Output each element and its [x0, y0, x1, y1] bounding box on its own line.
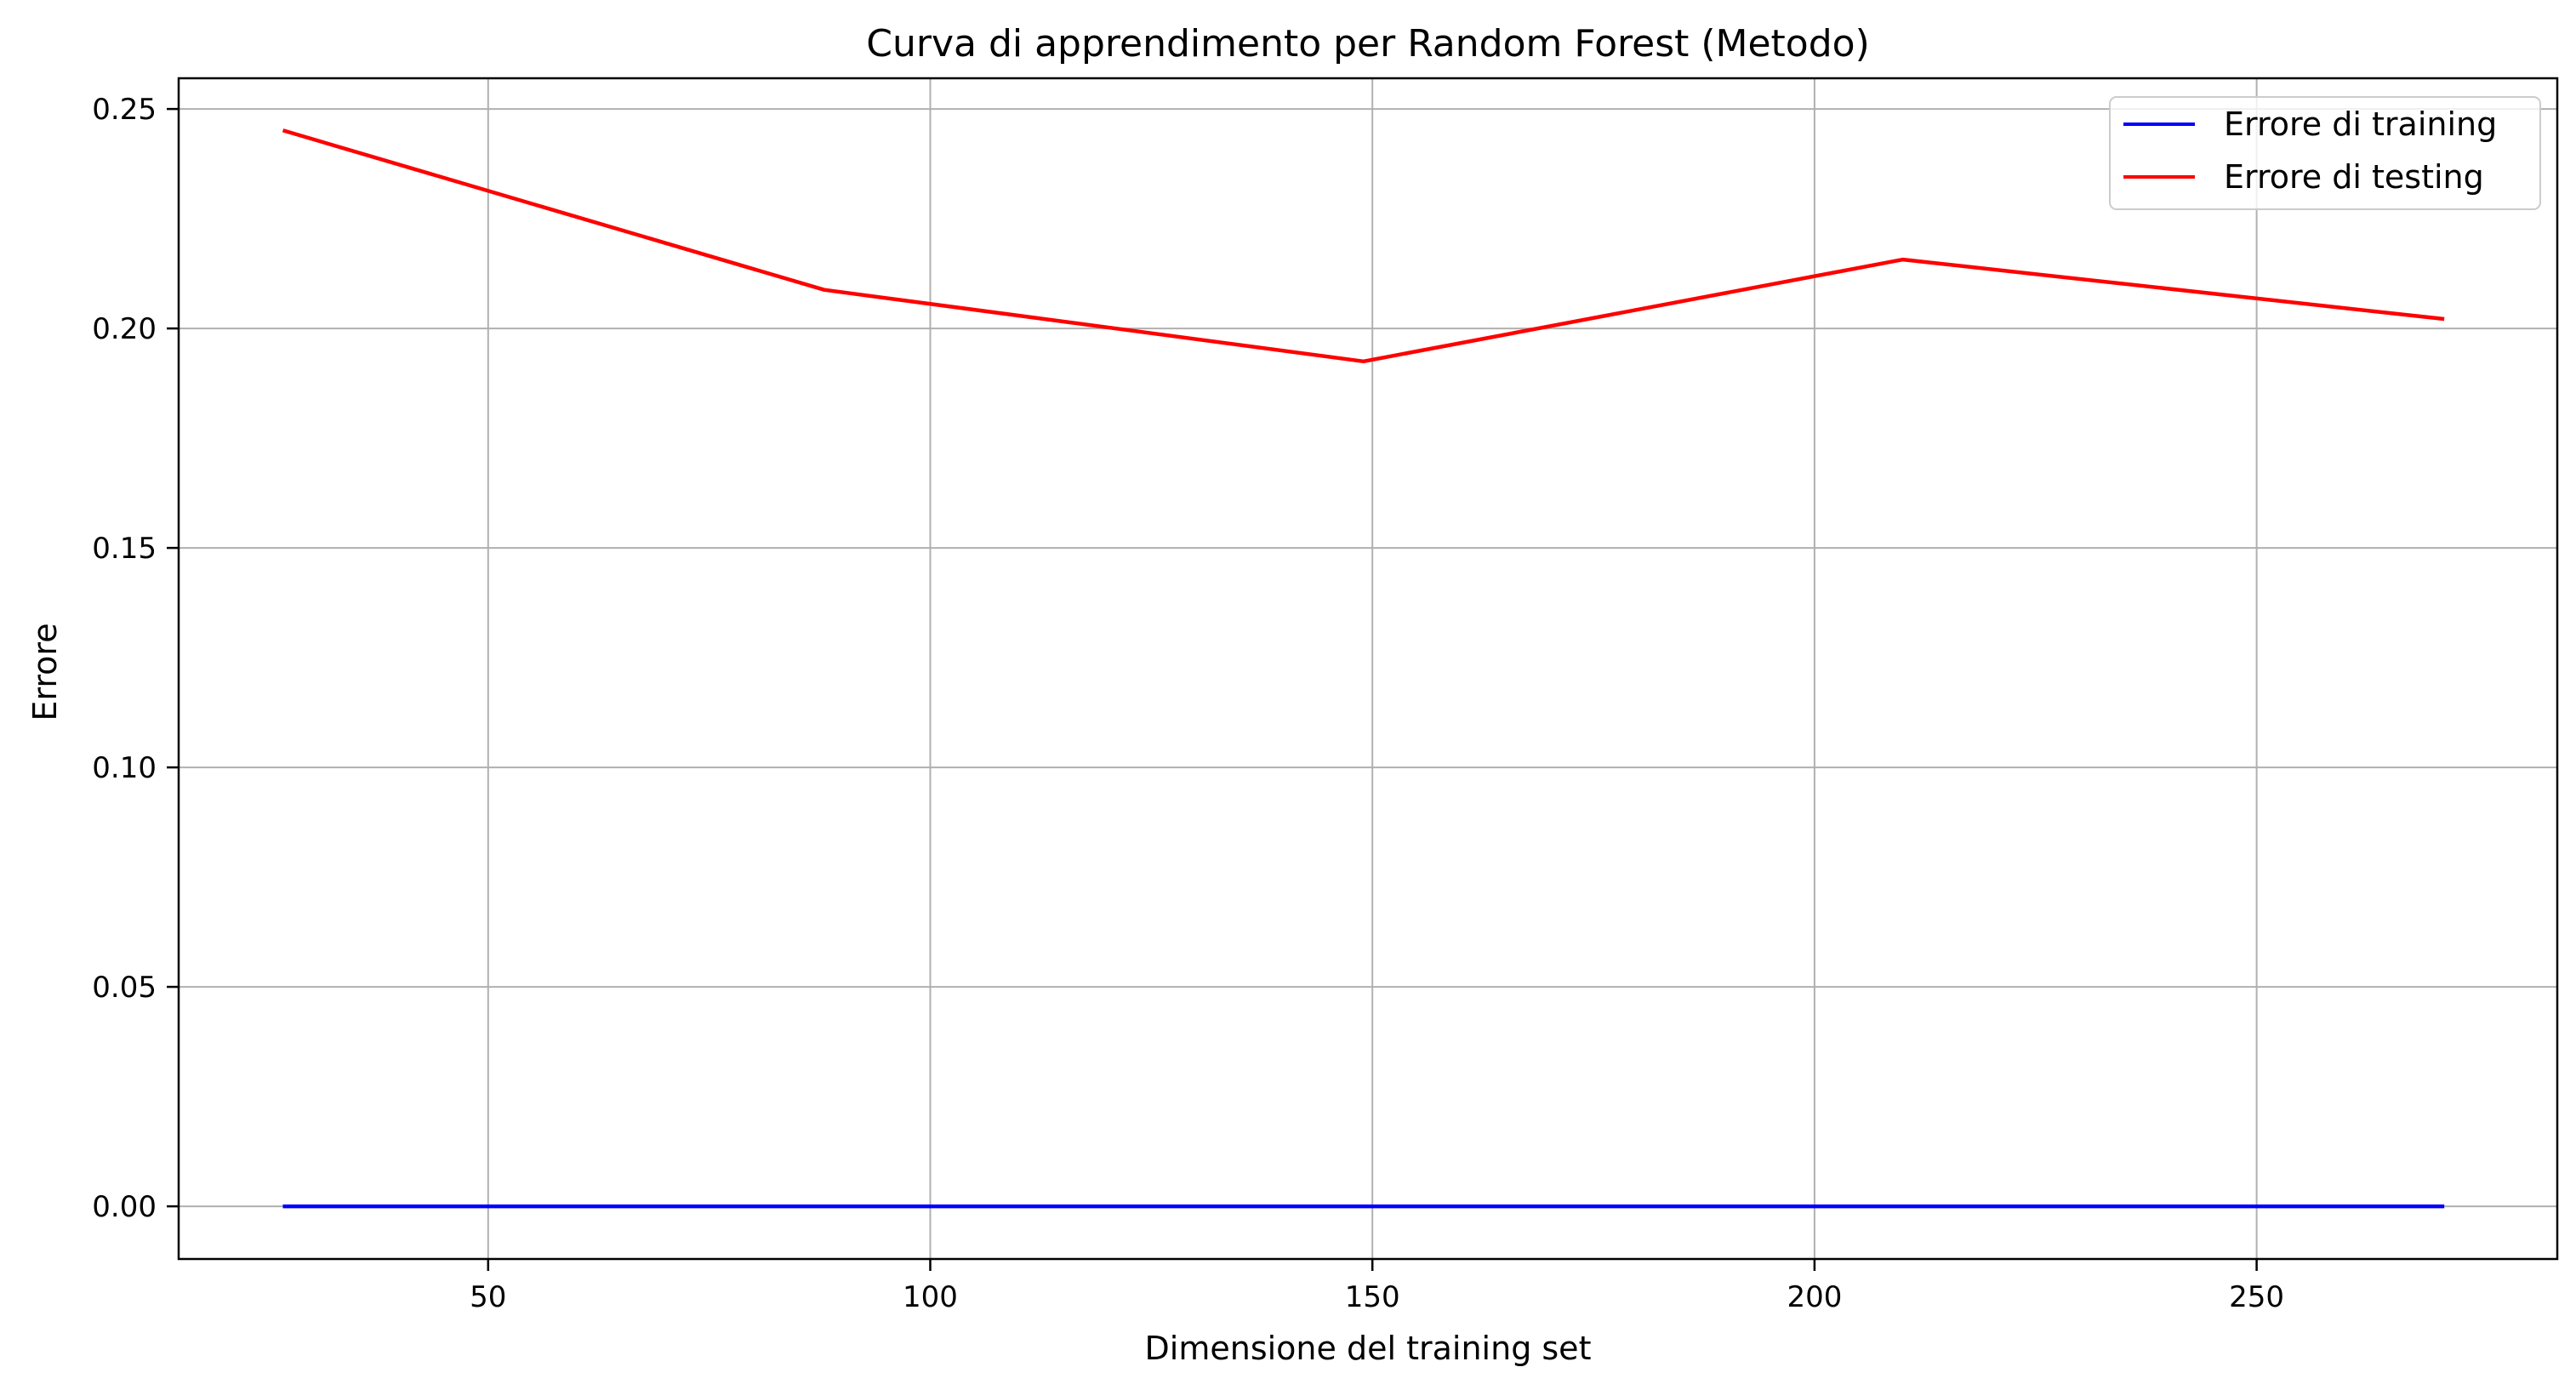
y-tick-label: 0.15 — [92, 532, 157, 566]
x-tick-label: 100 — [903, 1280, 958, 1314]
legend: Errore di training Errore di testing — [2109, 96, 2541, 210]
legend-label-testing: Errore di testing — [2224, 158, 2484, 196]
chart-title: Curva di apprendimento per Random Forest… — [866, 22, 1870, 66]
series-lines — [282, 128, 2445, 1209]
y-tick-label: 0.20 — [92, 312, 157, 346]
x-tick-label: 150 — [1345, 1280, 1400, 1314]
x-tick-label: 200 — [1787, 1280, 1842, 1314]
axis-ticks: 50 100 150 200 250 0.00 0.05 0.10 0.15 0.20 0.25 — [92, 93, 2284, 1314]
plot-frame — [177, 77, 2559, 1261]
testing-error-line — [282, 128, 2445, 364]
y-axis-label: Errore — [26, 623, 64, 721]
x-tick-label: 250 — [2229, 1280, 2284, 1314]
x-axis-label: Dimensione del training set — [1145, 1330, 1592, 1367]
legend-label-training: Errore di training — [2224, 105, 2497, 143]
y-tick-label: 0.25 — [92, 93, 157, 127]
y-tick-label: 0.10 — [92, 751, 157, 785]
legend-box — [2109, 96, 2541, 210]
y-tick-label: 0.05 — [92, 971, 157, 1005]
y-tick-label: 0.00 — [92, 1190, 157, 1224]
x-tick-label: 50 — [470, 1280, 506, 1314]
